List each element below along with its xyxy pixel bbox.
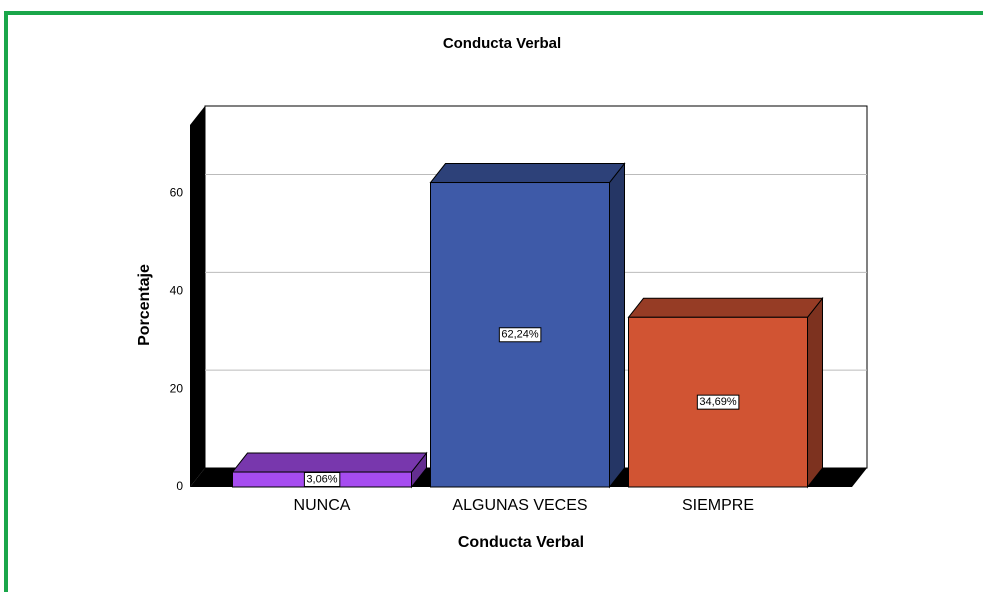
value-label-text: 62,24% <box>501 329 539 341</box>
value-label: 62,24% <box>498 327 542 343</box>
value-label-box <box>303 472 341 488</box>
x-tick-label: ALGUNAS VECES <box>452 497 587 514</box>
value-label-text: 3,06% <box>306 473 337 485</box>
y-tick-label: 20 <box>170 381 184 395</box>
left-wall <box>190 106 205 487</box>
bar-top <box>231 452 428 473</box>
value-label: 3,06% <box>303 472 341 488</box>
bar-top <box>627 297 824 318</box>
y-tick-label: 0 <box>176 479 183 493</box>
y-tick-label: 60 <box>170 186 184 200</box>
value-label-box <box>498 327 542 343</box>
bar-side <box>807 296 823 489</box>
value-label: 34,69% <box>696 394 740 410</box>
frame <box>4 11 983 592</box>
x-tick-label: SIEMPRE <box>682 497 754 514</box>
y-axis-label: Porcentaje <box>136 264 153 346</box>
value-label-box <box>696 394 740 410</box>
value-label-text: 34,69% <box>699 396 737 408</box>
bar-side <box>609 162 625 489</box>
y-tick-label: 40 <box>170 283 184 297</box>
x-tick-label: NUNCA <box>294 497 351 514</box>
chart-title: Conducta Verbal <box>443 35 561 52</box>
bar-top <box>429 163 626 184</box>
x-axis-label: Conducta Verbal <box>458 534 584 551</box>
